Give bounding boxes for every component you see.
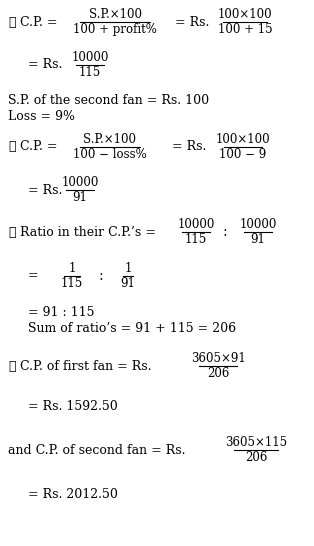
Text: = Rs. 1592.50: = Rs. 1592.50	[28, 401, 118, 413]
Text: 1: 1	[124, 263, 132, 276]
Text: 115: 115	[185, 233, 207, 246]
Text: S.P. of the second fan = Rs. 100: S.P. of the second fan = Rs. 100	[8, 93, 209, 106]
Text: C.P. of first fan = Rs.: C.P. of first fan = Rs.	[20, 359, 151, 372]
Text: 115: 115	[79, 66, 101, 79]
Text: ∴: ∴	[8, 15, 15, 28]
Text: 3605×115: 3605×115	[225, 436, 287, 449]
Text: =: =	[28, 270, 39, 282]
Text: 100 + profit%: 100 + profit%	[73, 22, 157, 35]
Text: 3605×91: 3605×91	[191, 353, 245, 365]
Text: Loss = 9%: Loss = 9%	[8, 110, 75, 122]
Text: 100 − loss%: 100 − loss%	[73, 147, 147, 161]
Text: S.P.×100: S.P.×100	[89, 9, 142, 21]
Text: 91: 91	[121, 276, 135, 289]
Text: = Rs.: = Rs.	[28, 183, 62, 197]
Text: 1: 1	[68, 263, 76, 276]
Text: 115: 115	[61, 276, 83, 289]
Text: and C.P. of second fan = Rs.: and C.P. of second fan = Rs.	[8, 443, 186, 456]
Text: Ratio in their C.P.’s =: Ratio in their C.P.’s =	[20, 225, 156, 239]
Text: 91: 91	[73, 191, 87, 204]
Text: 91: 91	[251, 233, 265, 246]
Text: 10000: 10000	[61, 176, 99, 189]
Text: C.P. =: C.P. =	[20, 140, 57, 153]
Text: :: :	[222, 225, 227, 239]
Text: 206: 206	[207, 366, 229, 379]
Text: :: :	[98, 269, 103, 283]
Text: = Rs.: = Rs.	[172, 140, 206, 153]
Text: 10000: 10000	[177, 218, 215, 232]
Text: = Rs. 2012.50: = Rs. 2012.50	[28, 488, 118, 501]
Text: 206: 206	[245, 450, 267, 464]
Text: ∴: ∴	[8, 225, 15, 239]
Text: = Rs.: = Rs.	[28, 58, 62, 72]
Text: 100×100: 100×100	[216, 133, 270, 146]
Text: 100×100: 100×100	[218, 9, 272, 21]
Text: 100 − 9: 100 − 9	[219, 147, 267, 161]
Text: S.P.×100: S.P.×100	[84, 133, 137, 146]
Text: 100 + 15: 100 + 15	[218, 22, 272, 35]
Text: 10000: 10000	[239, 218, 277, 232]
Text: = 91 : 115: = 91 : 115	[28, 306, 95, 319]
Text: ∴: ∴	[8, 140, 15, 153]
Text: = Rs.: = Rs.	[175, 15, 209, 28]
Text: C.P. =: C.P. =	[20, 15, 57, 28]
Text: Sum of ratio’s = 91 + 115 = 206: Sum of ratio’s = 91 + 115 = 206	[28, 323, 236, 335]
Text: ∴: ∴	[8, 359, 15, 372]
Text: 10000: 10000	[71, 51, 109, 64]
